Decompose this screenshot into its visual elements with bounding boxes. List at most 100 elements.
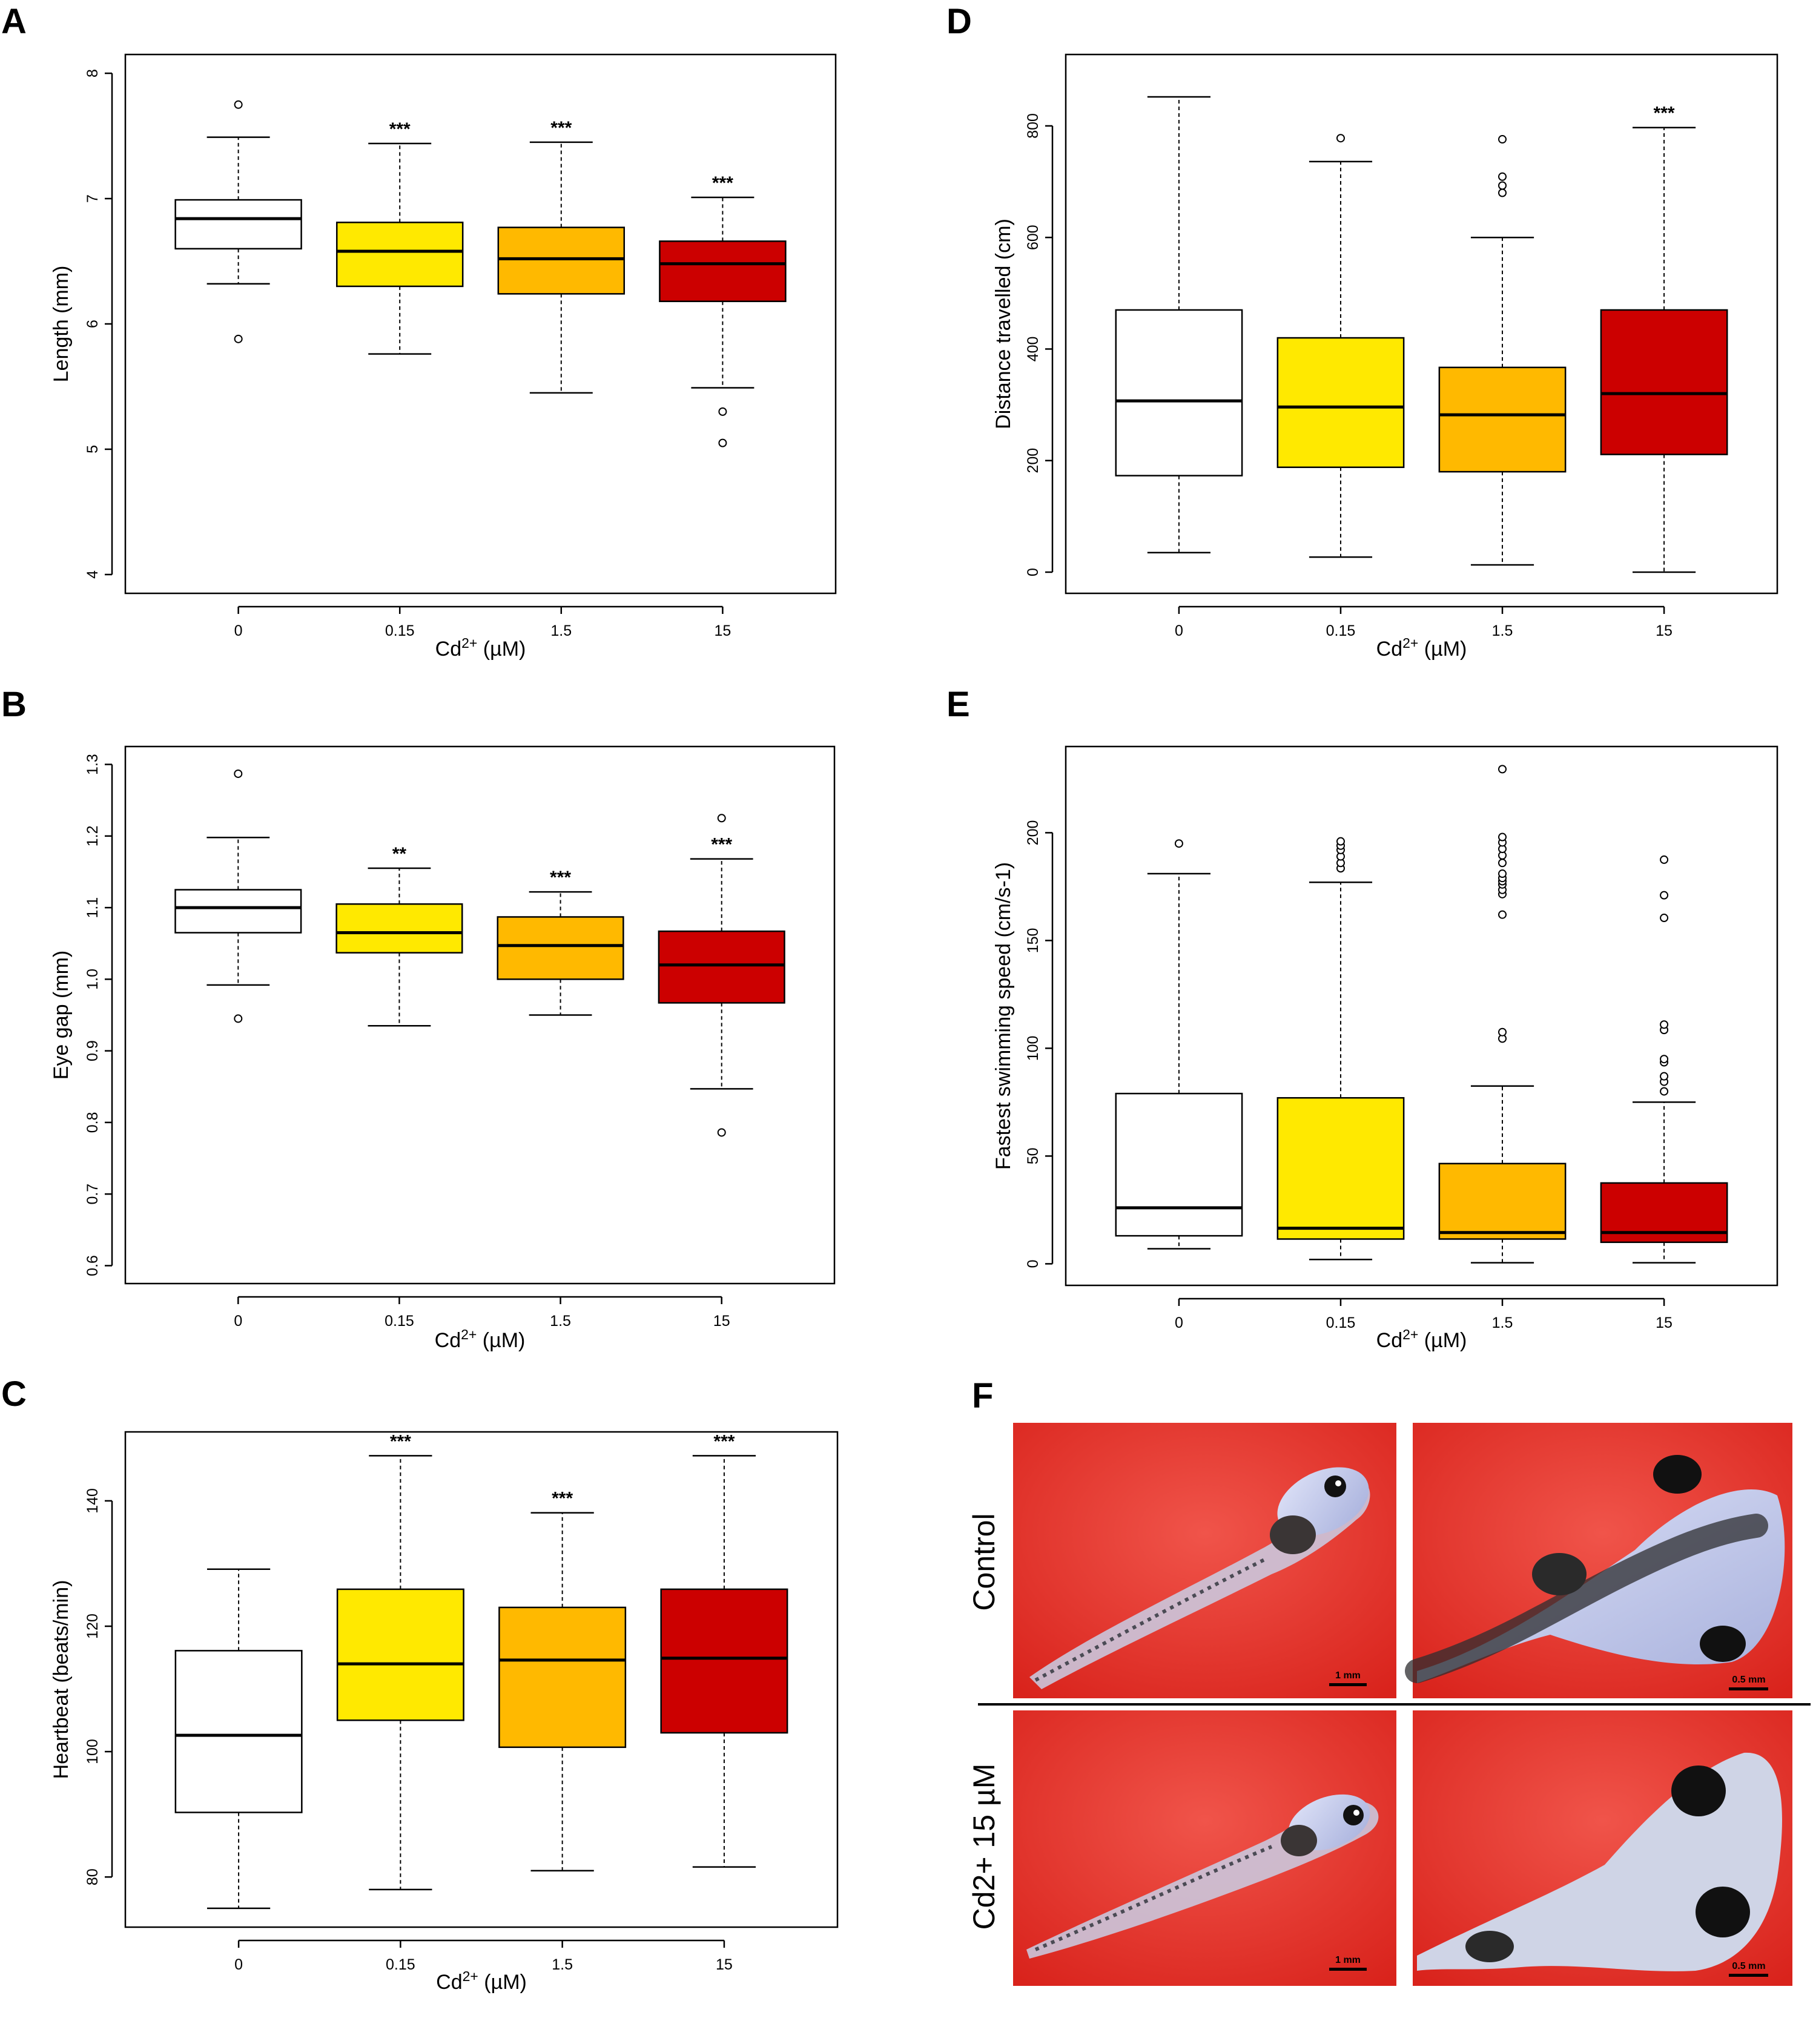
box-15 — [1600, 855, 1728, 1264]
y-tick-label: 200 — [1025, 448, 1042, 473]
outlier-point — [234, 334, 243, 343]
iqr-box — [659, 240, 787, 302]
y-tick-label: 6 — [84, 320, 101, 328]
plot-frame — [1065, 53, 1778, 595]
outlier-point — [1660, 891, 1669, 900]
iqr-box — [1600, 309, 1728, 455]
box-0 — [1115, 96, 1243, 553]
box-0.15 — [1276, 837, 1405, 1261]
panel-letter: D — [946, 2, 972, 41]
chart-panel-a: A 4 5 6 7 8 Length (mm) 0 0.15 1.5 15 Cd2+ (µM) *** *… — [1, 2, 837, 661]
outlier-point — [234, 100, 243, 109]
outlier-point — [1660, 1020, 1669, 1029]
iqr-box — [1276, 1097, 1405, 1240]
y-tick-label: 7 — [84, 194, 101, 203]
x-tick-label: 0 — [1175, 1314, 1183, 1331]
iqr-box — [174, 889, 302, 934]
significance-label: *** — [550, 868, 571, 888]
outlier-point — [1660, 1072, 1669, 1081]
iqr-box — [497, 916, 624, 980]
x-tick-label: 0 — [234, 1313, 242, 1330]
y-tick-label: 0 — [1025, 1259, 1042, 1268]
box-1.5 — [1438, 135, 1567, 566]
y-axis-label: Distance travelled (cm) — [992, 219, 1015, 429]
box-1.5: *** — [498, 1489, 627, 1872]
panel-f-photos: F 1 mm 0.5 mm — [967, 1376, 1811, 1986]
outlier-point — [1498, 1027, 1507, 1037]
significance-label: *** — [550, 118, 572, 138]
x-tick-label: 1.5 — [552, 1956, 573, 1973]
y-tick-label: 400 — [1025, 337, 1042, 362]
row-label-cd15: Cd2+ 15 µM — [967, 1764, 1001, 1930]
photo-cd15-whole: 1 mm — [1013, 1710, 1396, 1986]
x-tick-label: 1.5 — [1492, 1314, 1513, 1331]
iqr-box — [660, 1588, 788, 1734]
iqr-box — [658, 930, 785, 1004]
x-tick-label: 15 — [714, 622, 731, 639]
x-tick-label: 0.15 — [385, 622, 415, 639]
x-axis-label: Cd2+ (µM) — [1376, 1327, 1467, 1352]
box-0.15: ** — [335, 844, 463, 1027]
outlier-point — [1336, 837, 1345, 846]
y-tick-label: 0.8 — [84, 1112, 101, 1133]
box-0 — [174, 100, 302, 343]
y-tick-label: 800 — [1025, 113, 1042, 139]
y-tick-label: 0.9 — [84, 1040, 101, 1061]
panel-letter: A — [1, 2, 27, 41]
scale-bar-label: 0.5 mm — [1732, 1961, 1765, 1971]
x-tick-label: 1.5 — [550, 622, 572, 639]
x-tick-label: 1.5 — [1492, 622, 1513, 639]
significance-label: *** — [552, 1489, 573, 1509]
plot-frame — [124, 53, 837, 595]
x-tick-label: 1.5 — [550, 1313, 571, 1330]
x-axis-label: Cd2+ (µM) — [1376, 635, 1467, 661]
y-tick-label: 0 — [1025, 568, 1042, 576]
outlier-point — [1498, 832, 1507, 842]
box-15: *** — [659, 173, 787, 447]
iqr-box — [335, 222, 464, 288]
outlier-point — [1660, 914, 1669, 923]
iqr-box — [1115, 309, 1243, 476]
y-tick-label: 50 — [1025, 1147, 1042, 1164]
panel-letter: E — [946, 685, 970, 724]
box-0.15 — [1276, 134, 1405, 558]
significance-label: *** — [389, 119, 411, 139]
y-axis-label: Eye gap (mm) — [50, 951, 73, 1080]
outlier-point — [1498, 859, 1507, 868]
y-tick-label: 1.1 — [84, 897, 101, 918]
y-tick-label: 80 — [84, 1868, 101, 1885]
iqr-box — [1438, 366, 1567, 473]
y-tick-label: 8 — [84, 69, 101, 77]
y-tick-label: 140 — [84, 1488, 101, 1514]
box-15: *** — [658, 814, 785, 1137]
box-0 — [1115, 839, 1243, 1250]
y-tick-label: 600 — [1025, 225, 1042, 250]
y-tick-label: 5 — [84, 445, 101, 453]
panel-letter: B — [1, 685, 27, 724]
significance-label: *** — [712, 173, 733, 193]
panel-letter: C — [1, 1374, 27, 1414]
outlier-point — [1498, 181, 1507, 190]
y-axis-label: Fastest swimming speed (cm/s-1) — [992, 862, 1015, 1170]
significance-label: *** — [390, 1431, 411, 1451]
y-tick-label: 1.0 — [84, 969, 101, 990]
significance-label: *** — [1654, 104, 1675, 124]
outlier-point — [717, 1128, 726, 1137]
y-tick-label: 100 — [84, 1739, 101, 1764]
x-tick-label: 15 — [716, 1956, 733, 1973]
x-tick-label: 15 — [1656, 1314, 1673, 1331]
plot-frame — [124, 745, 836, 1285]
outlier-point — [718, 438, 727, 447]
box-1.5: *** — [497, 868, 624, 1016]
outlier-point — [1498, 765, 1507, 774]
x-tick-label: 0.15 — [1326, 622, 1356, 639]
significance-label: *** — [713, 1431, 735, 1451]
iqr-box — [1438, 1162, 1567, 1240]
iqr-box — [174, 1650, 303, 1813]
y-tick-label: 0.6 — [84, 1255, 101, 1276]
outlier-point — [718, 407, 727, 416]
outlier-point — [1498, 188, 1507, 197]
y-tick-label: 1.2 — [84, 825, 101, 846]
panel-letter-f: F — [972, 1376, 993, 1416]
